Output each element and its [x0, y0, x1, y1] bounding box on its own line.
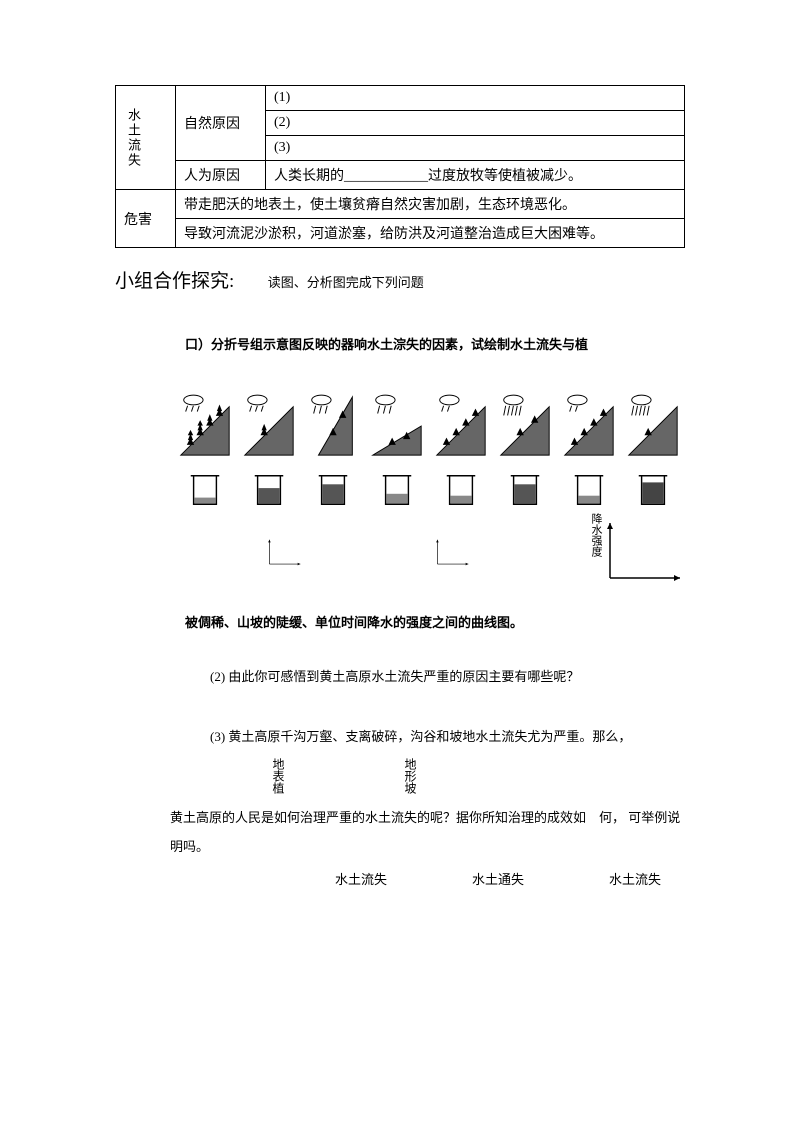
axis-chart-1	[265, 518, 303, 588]
human-cause-text: 人类长期的____________过度放牧等使植被减少。	[266, 161, 685, 190]
footer-label-2: 水土通失	[472, 869, 524, 888]
mid-vertical-labels: 地表植 地形坡	[270, 758, 685, 794]
question-3b: 黄土高原的人民是如何治理严重的水土流失的呢？据你所知治理的成效如 何， 可举例说…	[170, 804, 685, 861]
exp-unit	[175, 391, 235, 510]
exp-unit	[239, 391, 299, 510]
section-heading: 小组合作探究:	[115, 266, 234, 293]
natural-cause-3: (3)	[266, 136, 685, 161]
footer-labels: 水土流失 水土通失 水土流失	[335, 869, 685, 888]
exp-unit	[367, 391, 427, 510]
vertical-label: 水土流失	[124, 108, 143, 168]
exp-unit	[495, 391, 555, 510]
footer-label-1: 水土流失	[335, 869, 387, 888]
exp-unit	[431, 391, 491, 510]
causes-harm-table: 水土流失 自然原因 (1) (2) (3) 人为原因 人类长期的________…	[115, 85, 685, 248]
row-header-soil-erosion: 水土流失	[116, 86, 176, 190]
axis-row: 降水强度	[265, 518, 685, 593]
axis-label-rain-intensity: 降水强度	[588, 513, 604, 557]
vlabel-terrain-slope: 地形坡	[402, 758, 419, 794]
section-subheading: 读图、分析图完成下列问题	[268, 272, 424, 291]
footer-label-3: 水土流失	[609, 869, 661, 888]
natural-cause-1: (1)	[266, 86, 685, 111]
experiment-row	[175, 391, 685, 510]
experiment-diagram: 降水强度	[175, 391, 685, 591]
question-1: 口）分折号组示意图反映的器响水土淙失的因素，试绘制水土流失与植	[185, 333, 685, 356]
axis-chart-3	[600, 518, 685, 588]
natural-cause-2: (2)	[266, 111, 685, 136]
human-cause-label: 人为原因	[176, 161, 266, 190]
vlabel-surface-veg: 地表植	[270, 758, 287, 794]
diagram-caption: 被倜稀、山坡的陡缓、单位时间降水的强度之间的曲线图。	[185, 611, 685, 634]
danger-2: 导致河流泥沙淤积，河道淤塞，给防洪及河道整治造成巨大困难等。	[176, 219, 685, 248]
axis-chart-2	[433, 518, 471, 588]
exp-unit	[559, 391, 619, 510]
question-2: (2) 由此你可感悟到黄土高原水土流失严重的原因主要有哪些呢？	[210, 663, 685, 692]
natural-cause-label: 自然原因	[176, 86, 266, 161]
section-heading-row: 小组合作探究: 读图、分析图完成下列问题	[115, 266, 685, 293]
question-3: (3) 黄土高原千沟万壑、支离破碎，沟谷和坡地水土流失尤为严重。那么，	[210, 723, 685, 752]
exp-unit	[623, 391, 683, 510]
exp-unit	[303, 391, 363, 510]
danger-1: 带走肥沃的地表土，使土壤贫瘠自然灾害加剧，生态环境恶化。	[176, 190, 685, 219]
danger-label: 危害	[116, 190, 176, 248]
